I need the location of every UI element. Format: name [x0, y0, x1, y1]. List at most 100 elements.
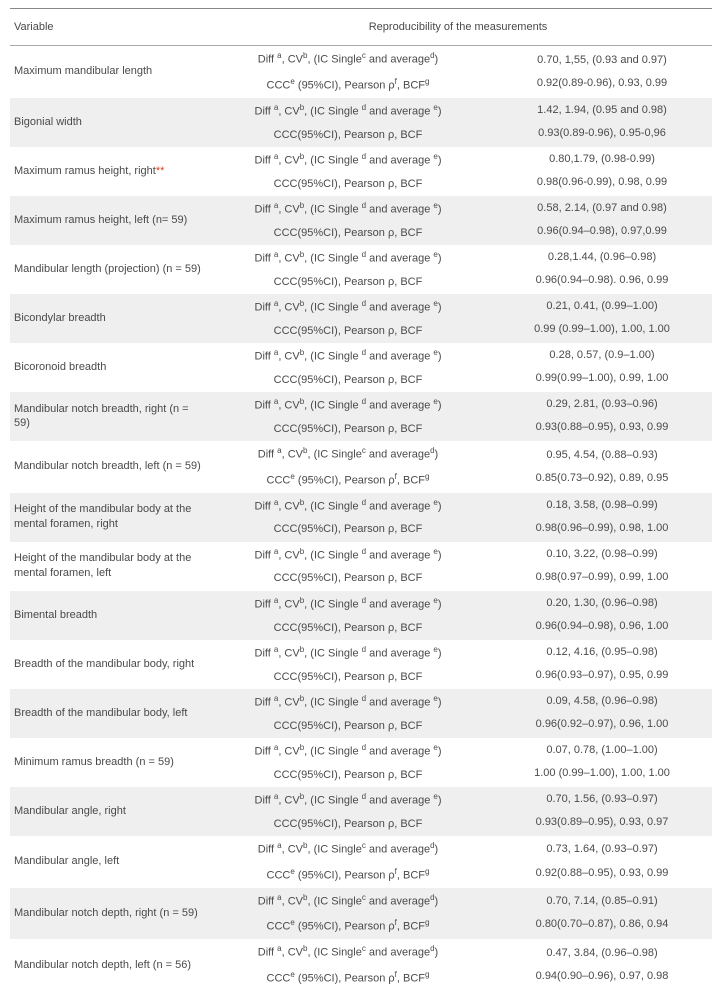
value-line2: 0.99 (0.99–1.00), 1.00, 1.00: [492, 318, 712, 341]
table-row: Bigonial widthDiff a, CVb, (IC Single d …: [10, 98, 712, 147]
metric-label-line1: Diff a, CVb, (IC Single d and average e): [204, 591, 492, 617]
metric-label-line2: CCC(95%CI), Pearson ρ, BCF: [204, 567, 492, 590]
value-line2: 0.96(0.94–0.98). 0.96, 0.99: [492, 269, 712, 292]
metric-label-line2: CCC(95%CI), Pearson ρ, BCF: [204, 369, 492, 392]
variable-cell: Breadth of the mandibular body, left: [10, 689, 204, 738]
metric-label-line2: CCC(95%CI), Pearson ρ, BCF: [204, 271, 492, 294]
table-row: Breadth of the mandibular body, rightDif…: [10, 640, 712, 689]
values-cell: 0.70, 7.14, (0.85–0.91)0.80(0.70–0.87), …: [492, 888, 712, 940]
table-row: Breadth of the mandibular body, leftDiff…: [10, 689, 712, 738]
values-cell: 0.20, 1.30, (0.96–0.98)0.96(0.94–0.98), …: [492, 591, 712, 640]
value-line1: 0.47, 3.84, (0.96–0.98): [492, 942, 712, 965]
metric-label-line1: Diff a, CVb, (IC Single d and average e): [204, 294, 492, 320]
values-cell: 0.29, 2.81, (0.93–0.96)0.93(0.88–0.95), …: [492, 392, 712, 441]
value-line1: 0.18, 3.58, (0.98–0.99): [492, 494, 712, 517]
variable-cell: Mandibular notch depth, left (n = 56): [10, 939, 204, 991]
table-row: Mandibular angle, leftDiff a, CVb, (IC S…: [10, 836, 712, 888]
value-line2: 0.96(0.94–0.98), 0.96, 1.00: [492, 615, 712, 638]
value-line1: 0.95, 4.54, (0.88–0.93): [492, 444, 712, 467]
metric-label-line1: Diff a, CVb, (IC Singlec and averaged): [204, 46, 492, 72]
value-line1: 0.20, 1.30, (0.96–0.98): [492, 592, 712, 615]
metric-labels-cell: Diff a, CVb, (IC Single d and average e)…: [204, 591, 492, 640]
table-row: Bicoronoid breadthDiff a, CVb, (IC Singl…: [10, 343, 712, 392]
table-row: Mandibular notch breadth, right (n = 59)…: [10, 392, 712, 441]
value-line2: 0.80(0.70–0.87), 0.86, 0.94: [492, 913, 712, 936]
metric-label-line1: Diff a, CVb, (IC Single d and average e): [204, 787, 492, 813]
table-row: Maximum mandibular lengthDiff a, CVb, (I…: [10, 46, 712, 98]
metric-label-line1: Diff a, CVb, (IC Single d and average e): [204, 196, 492, 222]
metric-labels-cell: Diff a, CVb, (IC Single d and average e)…: [204, 787, 492, 836]
header-reproducibility: Reproducibility of the measurements: [204, 21, 712, 33]
values-cell: 0.73, 1.64, (0.93–0.97)0.92(0.88–0.95), …: [492, 836, 712, 888]
metric-label-line2: CCC(95%CI), Pearson ρ, BCF: [204, 173, 492, 196]
value-line2: 0.92(0.88–0.95), 0.93, 0.99: [492, 862, 712, 885]
value-line2: 0.93(0.88–0.95), 0.93, 0.99: [492, 416, 712, 439]
table-row: Mandibular notch depth, right (n = 59)Di…: [10, 888, 712, 940]
reproducibility-table: Variable Reproducibility of the measurem…: [0, 0, 722, 1003]
variable-cell: Height of the mandibular body at the men…: [10, 493, 204, 542]
metric-label-line1: Diff a, CVb, (IC Singlec and averaged): [204, 888, 492, 914]
value-line1: 0.28,1.44, (0.96–0.98): [492, 246, 712, 269]
value-line2: 0.85(0.73–0.92), 0.89, 0.95: [492, 467, 712, 490]
value-line2: 0.93(0.89–0.95), 0.93, 0.97: [492, 811, 712, 834]
value-line2: 0.98(0.96-0.99), 0.98, 0.99: [492, 171, 712, 194]
values-cell: 0.58, 2.14, (0.97 and 0.98)0.96(0.94–0.9…: [492, 196, 712, 245]
metric-label-line1: Diff a, CVb, (IC Single d and average e): [204, 689, 492, 715]
values-cell: 0.95, 4.54, (0.88–0.93)0.85(0.73–0.92), …: [492, 441, 712, 493]
values-cell: 0.47, 3.84, (0.96–0.98)0.94(0.90–0.96), …: [492, 939, 712, 991]
table-row: Maximum ramus height, left (n= 59)Diff a…: [10, 196, 712, 245]
metric-labels-cell: Diff a, CVb, (IC Single d and average e)…: [204, 294, 492, 343]
metric-label-line1: Diff a, CVb, (IC Single d and average e): [204, 245, 492, 271]
value-line1: 0.12, 4.16, (0.95–0.98): [492, 641, 712, 664]
metric-labels-cell: Diff a, CVb, (IC Single d and average e)…: [204, 147, 492, 196]
values-cell: 0.12, 4.16, (0.95–0.98)0.96(0.93–0.97), …: [492, 640, 712, 689]
value-line2: 0.96(0.92–0.97), 0.96, 1.00: [492, 713, 712, 736]
value-line1: 0.80,1.79, (0.98-0.99): [492, 148, 712, 171]
metric-label-line2: CCC(95%CI), Pearson ρ, BCF: [204, 124, 492, 147]
value-line2: 0.92(0.89-0.96), 0.93, 0.99: [492, 72, 712, 95]
variable-cell: Breadth of the mandibular body, right: [10, 640, 204, 689]
metric-labels-cell: Diff a, CVb, (IC Single d and average e)…: [204, 196, 492, 245]
metric-label-line1: Diff a, CVb, (IC Singlec and averaged): [204, 836, 492, 862]
metric-labels-cell: Diff a, CVb, (IC Single d and average e)…: [204, 738, 492, 787]
value-line1: 0.21, 0.41, (0.99–1.00): [492, 295, 712, 318]
metric-label-line2: CCC(95%CI), Pearson ρ, BCF: [204, 666, 492, 689]
metric-label-line2: CCC(95%CI), Pearson ρ, BCF: [204, 418, 492, 441]
value-line1: 0.70, 7.14, (0.85–0.91): [492, 890, 712, 913]
metric-labels-cell: Diff a, CVb, (IC Single d and average e)…: [204, 689, 492, 738]
variable-cell: Minimum ramus breadth (n = 59): [10, 738, 204, 787]
metric-labels-cell: Diff a, CVb, (IC Single d and average e)…: [204, 542, 492, 591]
metric-labels-cell: Diff a, CVb, (IC Singlec and averaged)CC…: [204, 888, 492, 940]
value-line2: 0.93(0.89-0.96), 0.95-0,96: [492, 122, 712, 145]
metric-label-line1: Diff a, CVb, (IC Singlec and averaged): [204, 939, 492, 965]
values-cell: 0.70, 1.56, (0.93–0.97)0.93(0.89–0.95), …: [492, 787, 712, 836]
metric-labels-cell: Diff a, CVb, (IC Single d and average e)…: [204, 245, 492, 294]
value-line1: 0.07, 0.78, (1.00–1.00): [492, 739, 712, 762]
value-line1: 1.42, 1.94, (0.95 and 0.98): [492, 99, 712, 122]
table-row: Mandibular length (projection) (n = 59)D…: [10, 245, 712, 294]
variable-cell: Maximum ramus height, left (n= 59): [10, 196, 204, 245]
table-body: Maximum mandibular lengthDiff a, CVb, (I…: [10, 46, 712, 991]
table-header: Variable Reproducibility of the measurem…: [10, 8, 712, 46]
metric-label-line1: Diff a, CVb, (IC Single d and average e): [204, 542, 492, 568]
metric-label-line1: Diff a, CVb, (IC Single d and average e): [204, 147, 492, 173]
value-line1: 0.70, 1,55, (0.93 and 0.97): [492, 49, 712, 72]
metric-labels-cell: Diff a, CVb, (IC Single d and average e)…: [204, 98, 492, 147]
variable-cell: Mandibular notch breadth, left (n = 59): [10, 441, 204, 493]
star-icon: **: [156, 164, 165, 179]
variable-cell: Height of the mandibular body at the men…: [10, 542, 204, 591]
metric-label-line1: Diff a, CVb, (IC Single d and average e): [204, 98, 492, 124]
variable-cell: Bicoronoid breadth: [10, 343, 204, 392]
metric-labels-cell: Diff a, CVb, (IC Single d and average e)…: [204, 343, 492, 392]
values-cell: 1.42, 1.94, (0.95 and 0.98)0.93(0.89-0.9…: [492, 98, 712, 147]
values-cell: 0.28, 0.57, (0.9–1.00)0.99(0.99–1.00), 0…: [492, 343, 712, 392]
table-row: Bicondylar breadthDiff a, CVb, (IC Singl…: [10, 294, 712, 343]
values-cell: 0.09, 4.58, (0.96–0.98)0.96(0.92–0.97), …: [492, 689, 712, 738]
value-line2: 1.00 (0.99–1.00), 1.00, 1.00: [492, 762, 712, 785]
values-cell: 0.28,1.44, (0.96–0.98)0.96(0.94–0.98). 0…: [492, 245, 712, 294]
table-row: Bimental breadthDiff a, CVb, (IC Single …: [10, 591, 712, 640]
value-line2: 0.98(0.96–0.99), 0.98, 1.00: [492, 517, 712, 540]
metric-label-line2: CCCe (95%CI), Pearson ρf, BCFg: [204, 467, 492, 493]
metric-label-line2: CCCe (95%CI), Pearson ρf, BCFg: [204, 72, 492, 98]
variable-cell: Mandibular angle, left: [10, 836, 204, 888]
